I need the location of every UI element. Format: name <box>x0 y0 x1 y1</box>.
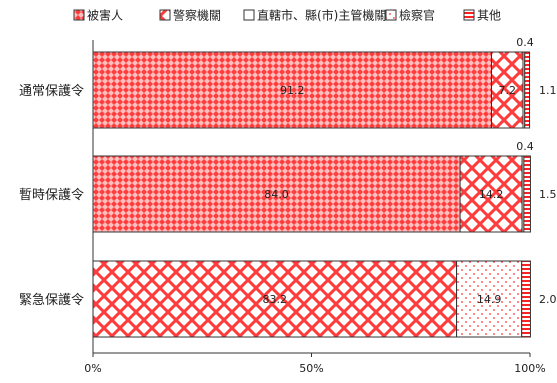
x-tick-label: 0% <box>84 362 101 375</box>
x-tick-label: 100% <box>514 362 545 375</box>
legend-swatch <box>243 9 255 21</box>
legend-item-被害人: 被害人 <box>73 8 123 23</box>
bar-segment-其他 <box>523 155 531 233</box>
bar-segment-其他 <box>521 260 531 338</box>
legend-item-檢察官: 檢察官 <box>385 8 435 23</box>
legend-label: 直轄市、縣(市)主管機關 <box>257 8 386 23</box>
data-label: 91.2 <box>280 84 305 97</box>
legend-swatch <box>385 9 397 21</box>
data-label: 1.1 <box>539 84 557 97</box>
legend: 被害人 警察機關 直轄市、縣(市)主管機關 檢察官 其他 <box>73 8 501 23</box>
legend-swatch <box>73 9 85 21</box>
data-label: 83.2 <box>263 293 288 306</box>
legend-item-直轄市-縣-市-主管機關: 直轄市、縣(市)主管機關 <box>243 8 386 23</box>
category-label: 通常保護令 <box>19 83 84 99</box>
data-label: 7.2 <box>499 84 517 97</box>
bar-segment-其他 <box>524 51 531 129</box>
bar-row-緊急保護令 <box>92 260 531 338</box>
legend-label: 被害人 <box>87 8 123 23</box>
x-tick-label: 50% <box>299 362 323 375</box>
data-label: 1.5 <box>539 188 557 201</box>
data-label: 84.0 <box>264 188 289 201</box>
bar-row-暫時保護令 <box>92 155 531 233</box>
category-label: 暫時保護令 <box>19 187 84 203</box>
legend-swatch <box>463 9 475 21</box>
bar-segment-警察機關 <box>92 260 458 338</box>
data-label: 0.4 <box>516 140 534 153</box>
category-label: 緊急保護令 <box>19 292 84 308</box>
data-label: 14.2 <box>479 188 504 201</box>
legend-swatch <box>159 9 171 21</box>
legend-item-其他: 其他 <box>463 9 501 23</box>
legend-item-警察機關: 警察機關 <box>159 8 221 23</box>
bar-segment-檢察官 <box>456 260 523 338</box>
legend-label: 檢察官 <box>399 8 435 23</box>
bar-row-通常保護令 <box>92 51 531 129</box>
bar-segment-警察機關 <box>491 51 524 129</box>
data-label: 2.0 <box>539 293 557 306</box>
data-label: 0.4 <box>516 36 534 49</box>
legend-label: 其他 <box>477 9 501 23</box>
legend-label: 警察機關 <box>173 8 221 23</box>
bar-segment-被害人 <box>92 51 493 129</box>
x-axis: 0% 50% 100% <box>84 40 546 375</box>
data-label: 14.9 <box>477 293 502 306</box>
